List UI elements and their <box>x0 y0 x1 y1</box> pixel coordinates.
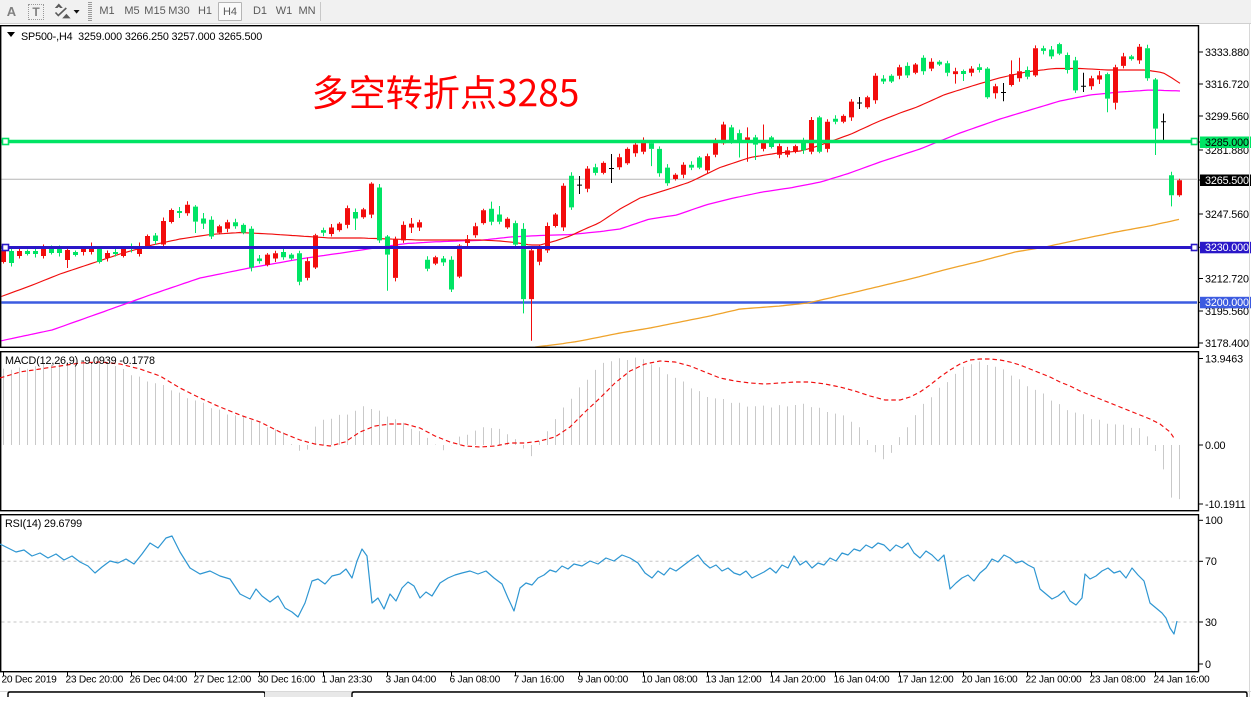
svg-text:3178.400: 3178.400 <box>1205 338 1249 350</box>
svg-text:3299.560: 3299.560 <box>1205 111 1249 123</box>
svg-text:-10.1911: -10.1911 <box>1205 499 1246 511</box>
svg-text:7 Jan 16:00: 7 Jan 16:00 <box>514 675 565 686</box>
svg-text:3316.720: 3316.720 <box>1205 79 1249 91</box>
svg-text:24 Jan 16:00: 24 Jan 16:00 <box>1154 675 1210 686</box>
svg-text:70: 70 <box>1205 556 1217 568</box>
svg-text:23 Dec 20:00: 23 Dec 20:00 <box>66 675 124 686</box>
svg-text:3212.720: 3212.720 <box>1205 273 1249 285</box>
svg-text:3 Jan 04:00: 3 Jan 04:00 <box>386 675 437 686</box>
svg-text:3333.880: 3333.880 <box>1205 47 1249 59</box>
svg-text:9 Jan 00:00: 9 Jan 00:00 <box>578 675 629 686</box>
svg-text:30 Dec 16:00: 30 Dec 16:00 <box>258 675 316 686</box>
svg-text:27 Dec 12:00: 27 Dec 12:00 <box>194 675 252 686</box>
svg-text:20 Jan 16:00: 20 Jan 16:00 <box>962 675 1018 686</box>
svg-text:10 Jan 08:00: 10 Jan 08:00 <box>642 675 698 686</box>
svg-text:23 Jan 08:00: 23 Jan 08:00 <box>1090 675 1146 686</box>
svg-text:20 Dec 2019: 20 Dec 2019 <box>2 675 58 686</box>
svg-text:17 Jan 12:00: 17 Jan 12:00 <box>898 675 954 686</box>
svg-text:100: 100 <box>1205 515 1223 527</box>
svg-text:0.00: 0.00 <box>1205 440 1226 452</box>
svg-text:3285.000: 3285.000 <box>1205 137 1249 149</box>
svg-text:3200.000: 3200.000 <box>1205 297 1249 309</box>
svg-text:6 Jan 08:00: 6 Jan 08:00 <box>450 675 501 686</box>
svg-text:3195.560: 3195.560 <box>1205 306 1249 318</box>
svg-text:22 Jan 00:00: 22 Jan 00:00 <box>1026 675 1082 686</box>
svg-text:0: 0 <box>1205 659 1211 671</box>
svg-text:14 Jan 20:00: 14 Jan 20:00 <box>770 675 826 686</box>
svg-text:1 Jan 23:30: 1 Jan 23:30 <box>322 675 373 686</box>
svg-text:3247.560: 3247.560 <box>1205 209 1249 221</box>
svg-text:3265.500: 3265.500 <box>1205 175 1249 187</box>
svg-text:SP500-,H4 3259.000 3266.250 3: SP500-,H4 3259.000 3266.250 3257.000 326… <box>21 31 262 43</box>
svg-text:MACD(12,26,9) -9.0939 -0.1778: MACD(12,26,9) -9.0939 -0.1778 <box>5 355 155 367</box>
svg-text:13 Jan 12:00: 13 Jan 12:00 <box>706 675 762 686</box>
svg-text:30: 30 <box>1205 617 1217 629</box>
svg-text:16 Jan 04:00: 16 Jan 04:00 <box>834 675 890 686</box>
svg-text:3230.000: 3230.000 <box>1205 242 1249 254</box>
svg-text:13.9463: 13.9463 <box>1205 353 1243 365</box>
svg-text:26 Dec 04:00: 26 Dec 04:00 <box>130 675 188 686</box>
svg-text:RSI(14) 29.6799: RSI(14) 29.6799 <box>5 518 82 530</box>
